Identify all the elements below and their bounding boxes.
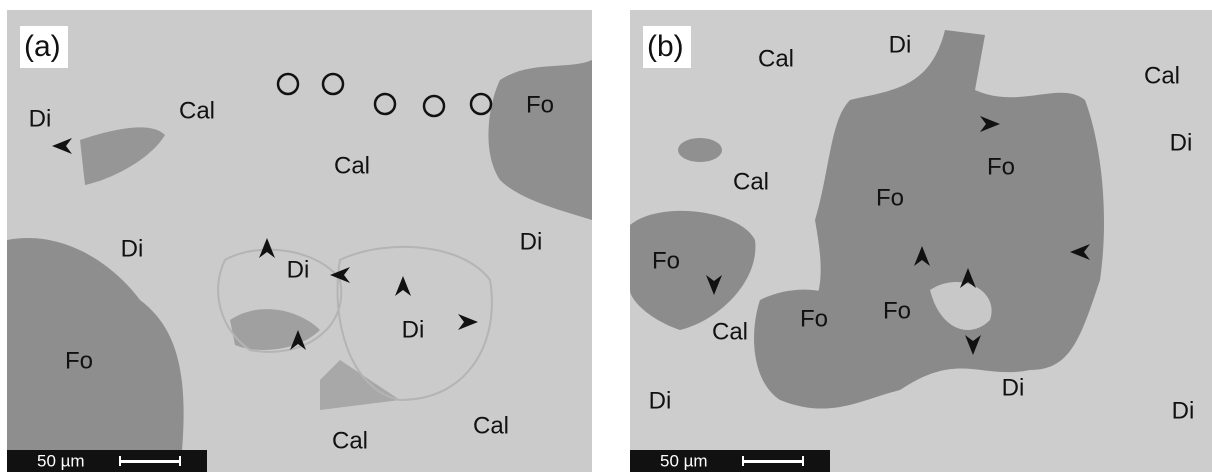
- mineral-label: Di: [29, 105, 52, 132]
- scale-bar-text: 50 µm: [37, 451, 85, 470]
- micrograph-a: [7, 10, 592, 472]
- mineral-label: Fo: [65, 347, 93, 374]
- page: {"panels": [ {"label": "(a)", "annotatio…: [0, 0, 1212, 472]
- panel-label: (b): [647, 30, 684, 63]
- mineral-label: Di: [1002, 374, 1025, 401]
- mineral-label: Di: [402, 316, 425, 343]
- scale-bar-tick: [802, 456, 804, 466]
- scale-bar-tick: [179, 456, 181, 466]
- mineral-label: Di: [649, 387, 672, 414]
- mineral-label: Cal: [179, 97, 215, 124]
- mineral-label: Cal: [712, 318, 748, 345]
- figure: (a) Di Cal Cal Fo Di Di Di Di Fo Cal Cal 50 µm (b) Cal…: [0, 0, 1212, 472]
- scale-bar: [742, 460, 804, 463]
- mineral-label: Di: [121, 235, 144, 262]
- scale-bar-tick: [742, 456, 744, 466]
- mineral-label: Fo: [526, 91, 554, 118]
- mineral-label: Cal: [733, 168, 769, 195]
- mineral-label: Di: [1170, 129, 1193, 156]
- micrograph-b: [630, 10, 1212, 472]
- mineral-label: Cal: [758, 45, 794, 72]
- scale-bar: [119, 460, 181, 463]
- mineral-label: Di: [520, 228, 543, 255]
- scale-bar-text: 50 µm: [660, 451, 708, 470]
- mineral-label: Cal: [473, 412, 509, 439]
- mineral-label: Cal: [334, 152, 370, 179]
- mineral-label: Fo: [987, 153, 1015, 180]
- mineral-label: Di: [1172, 397, 1195, 424]
- mineral-label: Di: [889, 31, 912, 58]
- mineral-label: Di: [287, 256, 310, 283]
- mineral-label: Fo: [652, 247, 680, 274]
- mineral-label: Cal: [332, 427, 368, 454]
- mineral-label: Fo: [876, 184, 904, 211]
- mineral-label: Fo: [883, 297, 911, 324]
- mineral-label: Fo: [800, 305, 828, 332]
- panel-label: (a): [24, 30, 61, 63]
- mineral-label: Cal: [1144, 62, 1180, 89]
- scale-bar-tick: [119, 456, 121, 466]
